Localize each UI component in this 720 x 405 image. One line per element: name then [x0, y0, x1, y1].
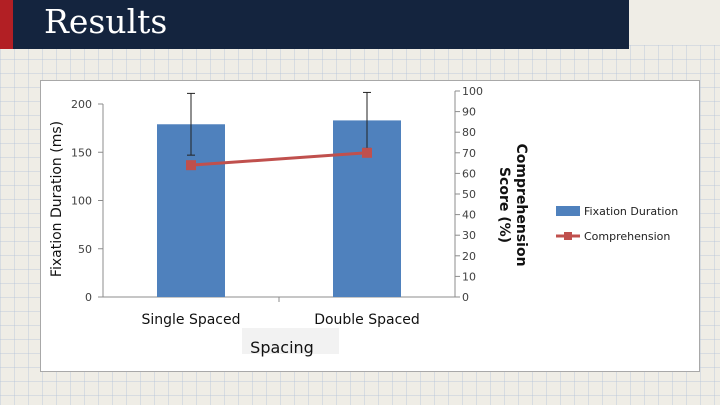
y-tick-label-right: 100 [462, 85, 483, 98]
x-tick-label: Double Spaced [314, 312, 420, 328]
y-tick-label-right: 70 [462, 147, 476, 160]
y-tick-label-right: 90 [462, 106, 476, 119]
legend-label-fixation-duration: Fixation Duration [584, 205, 678, 218]
title-accent [0, 0, 13, 49]
x-tick-label: Single Spaced [141, 312, 240, 328]
x-axis-title: Spacing [250, 338, 314, 357]
legend-marker-comprehension [564, 232, 572, 240]
y-tick-label-right: 30 [462, 229, 476, 242]
point-comprehension [186, 160, 196, 171]
line-comprehension [190, 151, 368, 167]
legend-label-comprehension: Comprehension [584, 230, 670, 243]
y-axis-title-right-line1: Comprehension [513, 143, 529, 266]
x-axis-title-box [242, 328, 339, 354]
y-tick-label-left: 50 [78, 243, 92, 256]
y-tick-label-right: 10 [462, 270, 476, 283]
y-tick-label-right: 60 [462, 167, 476, 180]
y-tick-label-left: 200 [71, 98, 92, 111]
y-tick-label-left: 0 [85, 291, 92, 304]
y-axis-title-left: Fixation Duration (ms) [49, 121, 65, 277]
legend-swatch-fixation-duration [556, 206, 580, 216]
y-tick-label-right: 40 [462, 209, 476, 222]
y-axis-title-right-line2: Score (%) [496, 167, 512, 243]
title-bar: Results [0, 0, 629, 49]
y-tick-label-right: 20 [462, 250, 476, 263]
y-tick-label-left: 100 [71, 195, 92, 208]
slide-title: Results [44, 2, 168, 41]
y-tick-label-right: 80 [462, 126, 476, 139]
point-comprehension [362, 147, 372, 158]
y-tick-label-left: 150 [71, 146, 92, 159]
y-tick-label-right: 50 [462, 188, 476, 201]
y-tick-label-right: 0 [462, 291, 469, 304]
